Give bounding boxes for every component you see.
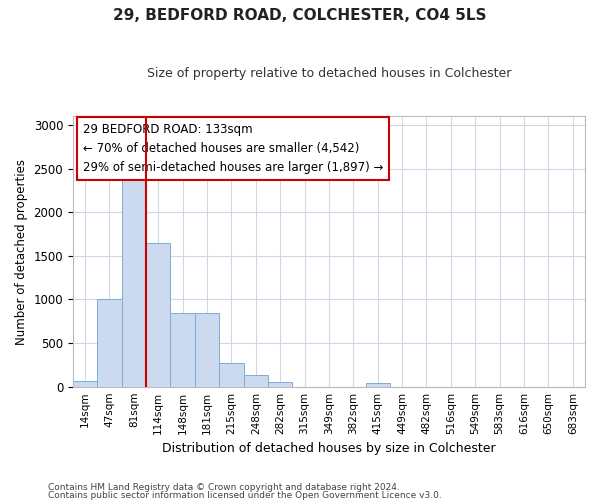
Text: 29 BEDFORD ROAD: 133sqm
← 70% of detached houses are smaller (4,542)
29% of semi: 29 BEDFORD ROAD: 133sqm ← 70% of detache…: [83, 123, 383, 174]
Text: Contains public sector information licensed under the Open Government Licence v3: Contains public sector information licen…: [48, 490, 442, 500]
Bar: [268, 382, 292, 386]
Bar: [73, 382, 97, 386]
Y-axis label: Number of detached properties: Number of detached properties: [15, 158, 28, 344]
Bar: [244, 376, 268, 386]
X-axis label: Distribution of detached houses by size in Colchester: Distribution of detached houses by size …: [162, 442, 496, 455]
Text: 29, BEDFORD ROAD, COLCHESTER, CO4 5LS: 29, BEDFORD ROAD, COLCHESTER, CO4 5LS: [113, 8, 487, 22]
Text: Contains HM Land Registry data © Crown copyright and database right 2024.: Contains HM Land Registry data © Crown c…: [48, 484, 400, 492]
Bar: [170, 314, 195, 386]
Bar: [122, 172, 146, 386]
Bar: [195, 314, 219, 386]
Bar: [365, 383, 390, 386]
Bar: [97, 300, 122, 386]
Title: Size of property relative to detached houses in Colchester: Size of property relative to detached ho…: [147, 68, 511, 80]
Bar: [219, 363, 244, 386]
Bar: [146, 243, 170, 386]
